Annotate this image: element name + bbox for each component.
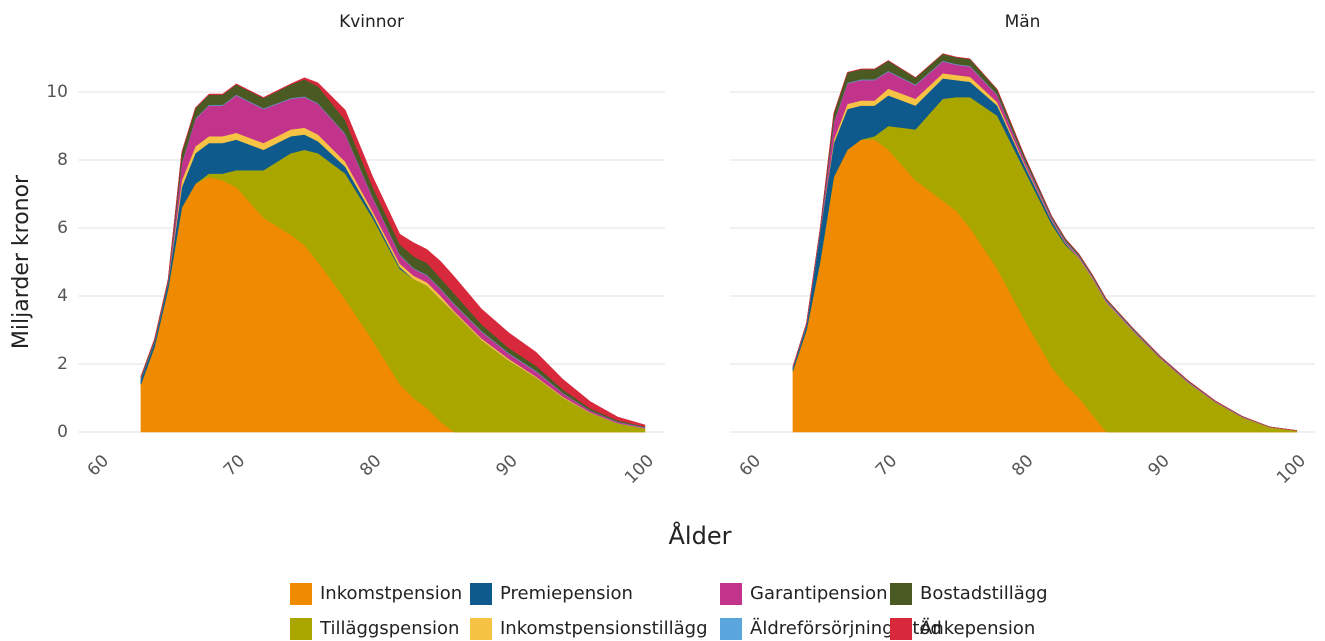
- legend-label: Inkomstpension: [320, 583, 462, 604]
- legend-swatch: [890, 583, 912, 605]
- legend-swatch: [470, 583, 492, 605]
- legend-swatch: [290, 618, 312, 640]
- legend-label: Garantipension: [750, 583, 888, 604]
- panel-title: Män: [1005, 12, 1041, 32]
- y-axis-label: Miljarder kronor: [9, 174, 34, 349]
- y-tick-label: 0: [57, 422, 68, 442]
- legend-label: Äldreförsörjningsstöd: [750, 618, 942, 639]
- legend-label: Tilläggspension: [319, 618, 459, 639]
- panel-title: Kvinnor: [339, 12, 404, 32]
- x-tick-label: 70: [220, 451, 249, 480]
- x-tick-label: 100: [1273, 451, 1310, 488]
- legend-swatch: [720, 583, 742, 605]
- x-tick-label: 100: [621, 451, 658, 488]
- x-tick-label: 60: [84, 451, 113, 480]
- y-tick-label: 2: [57, 354, 68, 374]
- legend-label: Inkomstpensionstillägg: [500, 618, 708, 639]
- area: [792, 53, 1298, 431]
- x-tick-label: 90: [492, 451, 521, 480]
- legend-label: Änkepension: [920, 618, 1035, 639]
- y-tick-label: 4: [57, 286, 68, 306]
- legend-swatch: [720, 618, 742, 640]
- x-tick-label: 70: [872, 451, 901, 480]
- x-tick-label: 90: [1144, 451, 1173, 480]
- y-tick-label: 10: [46, 82, 68, 102]
- y-tick-label: 8: [57, 150, 68, 170]
- legend-label: Premiepension: [500, 583, 633, 604]
- area: [140, 77, 646, 427]
- x-tick-label: 80: [1008, 451, 1037, 480]
- y-tick-label: 6: [57, 218, 68, 238]
- legend-swatch: [470, 618, 492, 640]
- x-tick-label: 80: [356, 451, 385, 480]
- legend-swatch: [290, 583, 312, 605]
- x-tick-label: 60: [736, 451, 765, 480]
- legend-label: Bostadstillägg: [920, 583, 1048, 604]
- x-axis-label: Ålder: [669, 521, 732, 550]
- legend-swatch: [890, 618, 912, 640]
